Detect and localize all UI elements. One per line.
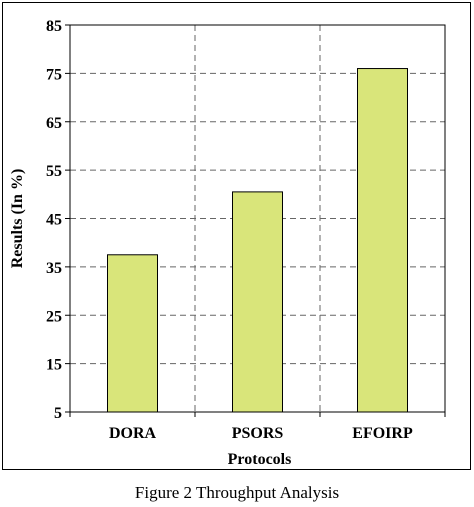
y-tick-label: 35 xyxy=(46,260,62,277)
y-tick-label: 55 xyxy=(46,163,62,180)
x-tick-label: DORA xyxy=(109,425,157,442)
y-tick-label: 15 xyxy=(46,357,62,374)
bar-efoirp xyxy=(357,68,408,413)
x-tick-label: EFOIRP xyxy=(352,425,413,442)
y-tick-label: 75 xyxy=(46,66,62,83)
bar-psors xyxy=(232,191,283,413)
y-tick-label: 45 xyxy=(46,212,62,229)
y-axis-title: Results (In %) xyxy=(9,169,26,269)
y-tick-label: 85 xyxy=(46,18,62,35)
x-tick-label: PSORS xyxy=(232,425,284,442)
y-tick-label: 25 xyxy=(46,308,62,325)
y-tick-label: 5 xyxy=(54,405,62,422)
figure-caption: Figure 2 Throughput Analysis xyxy=(134,483,340,502)
bar-dora xyxy=(107,254,158,413)
bar-chart: 5 15 25 35 45 55 65 75 85 DORA PSORS EFOIRP Protocol… xyxy=(9,18,446,468)
x-axis-title: Protocols xyxy=(228,451,292,468)
y-tick-label: 65 xyxy=(46,115,62,132)
